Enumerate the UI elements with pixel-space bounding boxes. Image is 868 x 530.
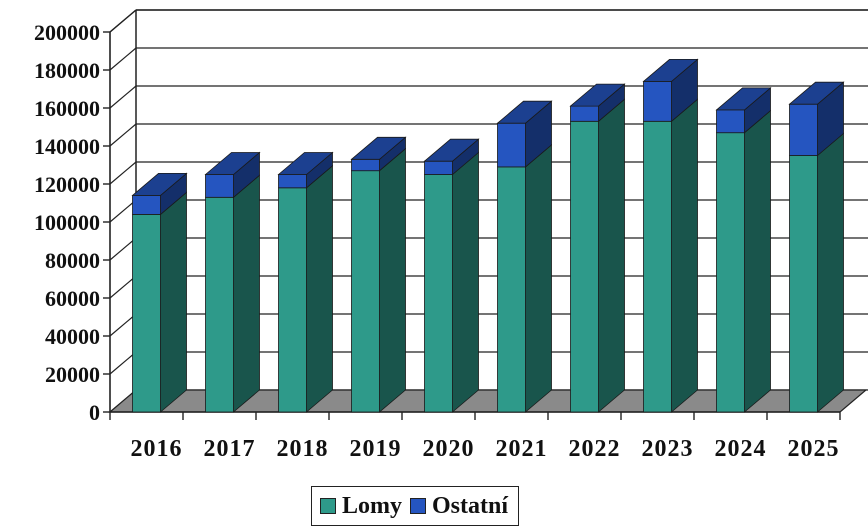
bar-lomy-2022 <box>570 120 599 413</box>
grid-diagonal-60000 <box>109 275 137 299</box>
grid-diagonal-140000 <box>109 123 137 147</box>
bar-ostatn-2017-top <box>204 152 261 175</box>
bar-ostatn-2018 <box>278 174 307 189</box>
legend-label-ostatni: Ostatní <box>432 492 509 519</box>
x-tick-label: 2023 <box>642 436 694 462</box>
x-tick-label: 2024 <box>715 436 767 462</box>
y-tick-label: 20000 <box>45 362 100 387</box>
y-tick-label: 160000 <box>34 96 100 121</box>
bar-ostatn-2023 <box>643 81 672 122</box>
grid-diagonal-180000 <box>109 47 137 71</box>
x-tick-label: 2020 <box>423 436 475 462</box>
bar-ostatn-2024 <box>716 109 745 134</box>
bar-ostatn-2022-top <box>569 83 626 107</box>
bar-ostatn-2024-top <box>715 87 772 111</box>
bar-lomy-2025 <box>789 155 818 413</box>
bar-ostatn-2017 <box>205 174 234 198</box>
bar-lomy-2018 <box>278 187 307 413</box>
x-tick-label: 2021 <box>496 436 548 462</box>
bar-lomy-2020-side <box>452 151 479 413</box>
x-tick-label: 2016 <box>131 436 183 462</box>
bar-lomy-2023-side <box>671 98 698 413</box>
bar-ostatn-2025-top <box>788 81 845 105</box>
grid-diagonal-160000 <box>109 85 137 109</box>
bar-lomy-2016 <box>132 213 161 413</box>
y-tick-label: 140000 <box>34 134 100 159</box>
bar-lomy-2023 <box>643 120 672 413</box>
y-tick-label: 60000 <box>45 286 100 311</box>
y-tick-label: 120000 <box>34 172 100 197</box>
grid-diagonal-100000 <box>109 199 137 223</box>
legend-label-lomy: Lomy <box>342 492 402 519</box>
y-tick-label: 40000 <box>45 324 100 349</box>
y-tick-label: 80000 <box>45 248 100 273</box>
bar-ostatn-2018-top <box>277 152 334 175</box>
bar-ostatn-2016-top <box>131 172 188 196</box>
legend-swatch-lomy <box>320 498 336 514</box>
bar-lomy-2022-side <box>598 98 625 413</box>
bar-ostatn-2021-top <box>496 100 553 124</box>
bar-ostatn-2021 <box>497 122 526 168</box>
y-tick-label: 180000 <box>34 58 100 83</box>
bar-lomy-2025-side <box>817 132 844 413</box>
bar-lomy-2020 <box>424 174 453 413</box>
legend-swatch-ostatni <box>410 498 426 514</box>
x-tick-label: 2022 <box>569 436 621 462</box>
y-axis-top-edge <box>109 9 137 33</box>
x-tick-label: 2019 <box>350 436 402 462</box>
grid-diagonal-40000 <box>109 313 137 337</box>
y-tick-label: 200000 <box>34 20 100 45</box>
legend: Lomy Ostatní <box>311 486 520 526</box>
bar-ostatn-2025 <box>789 103 818 156</box>
x-tick-label: 2017 <box>204 436 256 462</box>
bar-lomy-2024 <box>716 132 745 413</box>
bar-lomy-2021-side <box>525 144 552 413</box>
bar-lomy-2016-side <box>160 191 187 413</box>
y-tick-label: 100000 <box>34 210 100 235</box>
bar-ostatn-2019-top <box>350 136 407 160</box>
grid-diagonal-80000 <box>109 237 137 261</box>
bar-ostatn-2019 <box>351 158 380 172</box>
bar-lomy-2018-side <box>306 164 333 413</box>
bar-lomy-2017-side <box>233 174 260 413</box>
legend-item-lomy: Lomy <box>320 493 402 520</box>
y-tick-label: 0 <box>89 400 100 425</box>
bar-lomy-2024-side <box>744 109 771 413</box>
bar-lomy-2019-side <box>379 147 406 413</box>
bar-ostatn-2016 <box>132 194 161 215</box>
x-tick-label: 2018 <box>277 436 329 462</box>
bar-ostatn-2020-top <box>423 138 480 162</box>
bar-lomy-2019 <box>351 170 380 413</box>
grid-diagonal-120000 <box>109 161 137 185</box>
bar-ostatn-2022 <box>570 105 599 122</box>
bar-lomy-2021 <box>497 166 526 413</box>
grid-diagonal-20000 <box>109 351 137 375</box>
bar-ostatn-2023-top <box>642 59 699 82</box>
bar-lomy-2017 <box>205 196 234 413</box>
legend-item-ostatni: Ostatní <box>410 493 508 520</box>
x-tick-label: 2025 <box>788 436 840 462</box>
bar-ostatn-2020 <box>424 160 453 175</box>
